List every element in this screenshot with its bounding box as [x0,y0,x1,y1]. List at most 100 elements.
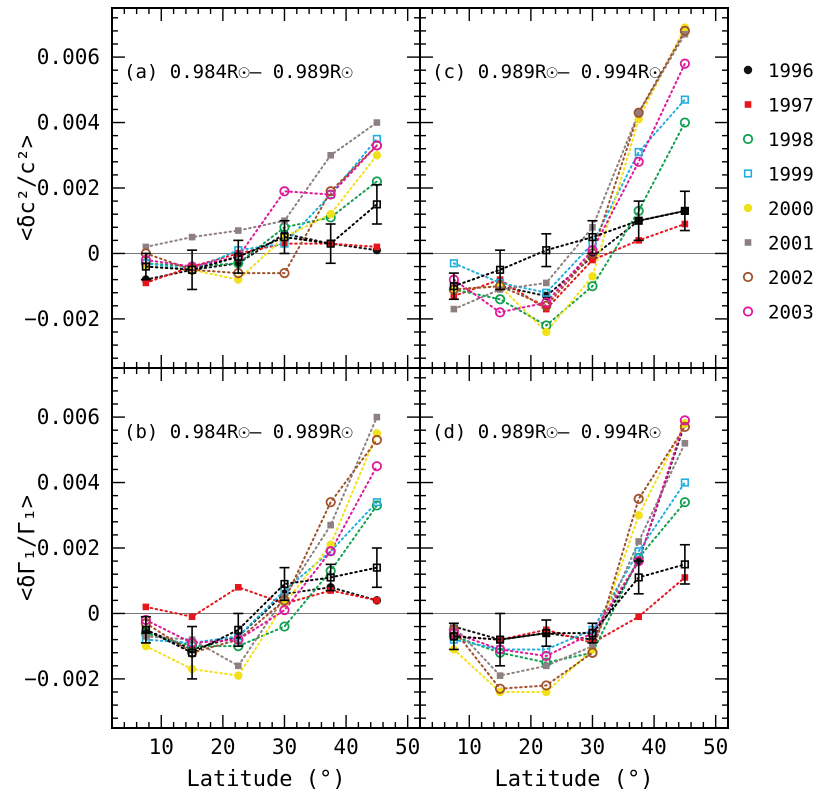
legend-item-1999: 1999 [743,164,814,186]
panel-frame [419,367,729,729]
mean-point [449,632,458,641]
data-point-2001 [234,662,242,670]
y-tick-label: −0.002 [24,667,100,691]
data-point-1997 [373,597,381,604]
legend-item-2003: 2003 [742,302,814,324]
y-tick-label: −0.002 [24,307,100,331]
mean-point [141,625,150,634]
data-point-2002 [633,493,644,505]
legend-label-1996: 1996 [768,60,814,82]
mean-point [187,265,197,274]
data-point-2002 [494,683,506,694]
x-tick-label: 30 [580,735,605,759]
mean-point [187,648,197,657]
data-point-2001 [681,439,689,447]
legend-marker-2000 [743,203,753,213]
data-point-2002 [325,497,336,508]
data-point-2000 [680,419,690,428]
data-point-2003 [325,189,336,200]
x-axis-title-left: Latitude (°) [187,767,346,792]
data-point-2001 [327,151,334,159]
series-line-1996 [144,586,378,651]
mean-point [141,262,150,271]
legend-marker-2003 [742,306,754,317]
x-axis-title-right: Latitude (°) [495,767,654,792]
data-point-2000 [542,327,551,337]
series-line-2002 [144,144,378,275]
data-point-1998 [587,281,598,292]
mean-point [495,265,505,274]
series-line-1998 [452,501,686,664]
data-point-2000 [634,511,643,520]
data-point-1997 [188,613,196,621]
panel-title-b: (b) 0.984R☉– 0.989R☉ [124,421,353,443]
series-line-2003 [144,144,378,268]
mean-line [452,209,686,288]
x-tick-label: 40 [641,735,666,759]
series-line-1997 [452,223,686,311]
series-line-1997 [144,586,378,618]
data-point-1999 [372,498,381,507]
data-point-2001 [373,413,381,421]
data-point-2003 [371,140,382,151]
data-point-2003 [279,605,290,616]
panel-c: (c) 0.989R☉– 0.994R☉ [419,7,729,369]
data-point-2001 [496,672,504,679]
legend-marker-1998 [742,133,754,145]
x-tick-label: 50 [703,735,728,759]
x-tick-label: 20 [210,735,235,759]
legend-item-2000: 2000 [743,198,814,220]
legend-item-1998: 1998 [742,129,814,151]
data-point-1997 [142,603,150,611]
legend-label-1998: 1998 [768,129,814,151]
data-point-2002 [279,267,290,279]
legend-label-2003: 2003 [768,302,814,324]
series-line-2000 [452,422,686,693]
legend-item-2002: 2002 [742,267,814,289]
y-tick-label: 0.006 [37,45,100,69]
y-axis-title-top: <δc²/c²> [15,135,40,241]
data-point-2002 [679,421,690,433]
panel-b: −0.002 0 0.002 0.004 0.006 10 20 30 40 50 (b) 0.98… [24,367,421,759]
data-point-2003 [325,546,336,557]
data-point-1999 [634,147,643,157]
data-point-2002 [541,680,552,691]
series-line-2002 [144,439,378,654]
legend-label-1999: 1999 [768,164,814,186]
data-point-2003 [371,461,382,472]
data-point-2003 [279,186,290,197]
series-line-1997 [452,576,686,644]
series-line-2000 [452,26,686,334]
mean-point [680,560,689,569]
data-point-2001 [635,538,642,545]
panel-a: −0.002 0 0.002 0.004 0.006 (a) 0.984R☉– 0.989… [24,7,421,369]
series-line-2000 [144,432,378,677]
data-point-2000 [141,641,151,651]
panels-group: −0.002 0 0.002 0.004 0.006 (a) 0.984R☉– 0.989… [24,7,729,759]
legend-label-2000: 2000 [768,198,814,220]
x-tick-label: 10 [457,735,482,759]
mean-point [326,573,335,582]
mean-point [234,625,243,634]
mean-point [680,206,689,216]
y-tick-label: 0.002 [37,536,100,560]
y-axis-title-bottom: <δΓ₁/Γ₁> [15,495,40,601]
data-point-2001 [589,642,596,650]
mean-point [372,563,381,572]
data-point-2001 [542,662,550,670]
legend-marker-1996 [743,65,753,75]
mean-point [280,232,289,242]
mean-line [144,203,378,271]
legend-marker-1997 [744,101,752,108]
series-line-1999 [144,501,378,644]
mean-point [280,579,289,589]
legend-label-2001: 2001 [768,233,814,255]
data-point-2002 [541,300,552,311]
series-line-2001 [452,442,686,677]
mean-point [372,200,381,209]
data-point-1999 [680,95,689,104]
data-point-2003 [494,307,506,318]
series-line-2000 [144,154,378,281]
data-point-2001 [234,227,242,234]
